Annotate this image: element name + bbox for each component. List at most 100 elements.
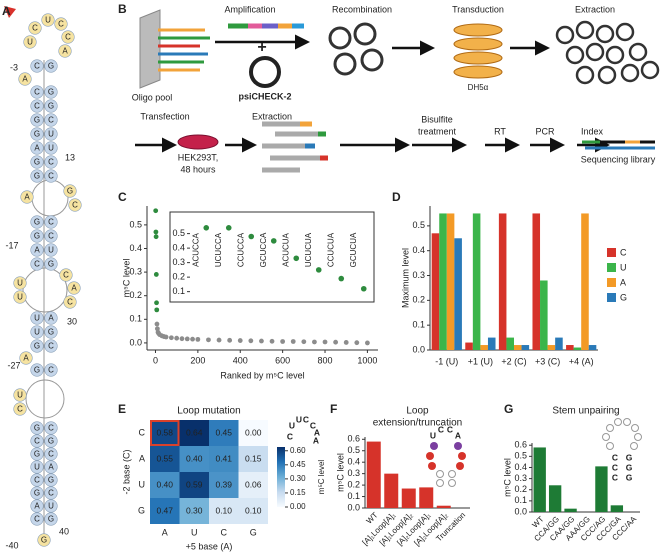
bar — [480, 345, 488, 350]
icon-letter: G — [626, 472, 633, 482]
nucleotide-circle — [44, 113, 58, 127]
bar — [436, 505, 451, 508]
cell-label: 0.39 — [215, 479, 232, 489]
bar — [548, 485, 562, 512]
nucleotide: U — [34, 314, 40, 323]
bar — [465, 342, 473, 350]
nucleotide: C — [48, 172, 54, 181]
point — [333, 339, 339, 345]
y-tick-label: 0.2 — [514, 484, 527, 494]
point — [174, 335, 180, 341]
bar — [532, 213, 541, 350]
y-tick-label: 0.1 — [172, 286, 185, 296]
legend-swatch — [607, 263, 616, 272]
nucleotide-circle — [30, 486, 44, 500]
point — [153, 229, 159, 235]
nucleotide-circle — [30, 434, 44, 448]
inset-category: UCUCCA — [214, 232, 223, 267]
nucleotide: C — [17, 405, 23, 414]
y-tick-label: 0.4 — [129, 243, 142, 253]
y-axis-label: m⁵C level — [121, 259, 131, 298]
nucleotide: G — [48, 102, 54, 111]
bar — [564, 508, 577, 512]
nucleotide: A — [48, 463, 54, 472]
icon-letter: C — [447, 424, 453, 434]
nucleotide-circle — [44, 473, 58, 487]
nucleotide: U — [48, 130, 54, 139]
panel-label: G — [504, 402, 513, 416]
bar — [384, 473, 399, 508]
nucleotide-circle — [44, 243, 58, 257]
x-tick-label: +4 (A) — [569, 356, 594, 366]
inset-point — [315, 267, 322, 273]
legend-swatch — [607, 278, 616, 287]
x-tick-label: -1 (U) — [435, 356, 458, 366]
cell-label: 0.15 — [245, 453, 262, 463]
chart-title: Stem unpairing — [552, 406, 619, 417]
nucleotide-circle — [54, 17, 68, 31]
y-tick-label: 0.5 — [412, 220, 425, 230]
nucleotide: G — [41, 536, 47, 545]
bar — [487, 337, 496, 350]
cell-label: 0.59 — [186, 479, 203, 489]
nucleotide: C — [48, 366, 54, 375]
bar — [555, 337, 563, 350]
y-tick-label: 0.3 — [347, 468, 360, 478]
nucleotide-circle — [30, 311, 44, 325]
nucleotide-circle — [20, 190, 34, 204]
cleavage-marker — [4, 6, 16, 18]
nucleotide-circle — [67, 281, 81, 295]
point — [168, 335, 174, 341]
bar — [472, 213, 481, 350]
nucleotide: U — [48, 144, 54, 153]
panel-label: A — [2, 4, 11, 18]
inset-category: CCUCCA — [236, 232, 245, 267]
nucleotide-circle — [30, 512, 44, 526]
x-tick-label: +1 (U) — [468, 356, 493, 366]
nucleotide: C — [58, 20, 64, 29]
x-tick-label: 0 — [153, 355, 158, 365]
icon-letter: C — [612, 452, 618, 462]
y-tick-label: 0.3 — [412, 270, 425, 280]
point — [216, 337, 222, 343]
nucleotide: C — [67, 298, 73, 307]
bar — [533, 447, 546, 512]
x-tick-label: 600 — [275, 355, 290, 365]
icon-letter: A — [314, 427, 320, 437]
bar — [419, 487, 434, 508]
nucleotide: C — [48, 158, 54, 167]
colorbar — [277, 447, 285, 507]
position-label: -40 — [5, 540, 18, 550]
oligo-label: Oligo pool — [132, 92, 173, 102]
point — [154, 300, 159, 306]
y-tick-label: 0.5 — [129, 219, 142, 229]
legend-swatch — [607, 293, 616, 302]
nucleotide: U — [45, 16, 51, 25]
point — [343, 340, 349, 345]
point — [248, 338, 254, 344]
row-label: C — [139, 427, 146, 437]
x-tick-label: 400 — [233, 355, 248, 365]
panel-label: C — [118, 190, 127, 204]
icon-letter: U — [430, 430, 436, 440]
step-label: Index — [581, 126, 604, 136]
nucleotide: G — [48, 437, 54, 446]
nucleotide-circle — [13, 402, 27, 416]
step-label: Bisulfite — [421, 114, 453, 124]
icon-letter: C — [612, 462, 618, 472]
nucleotide-circle — [44, 486, 58, 500]
y-tick-label: 0.3 — [172, 257, 185, 267]
inset-point — [225, 225, 232, 231]
nucleotide-circle — [30, 257, 44, 271]
y-tick-label: 0.4 — [172, 242, 185, 252]
nucleotide: G — [67, 187, 73, 196]
loop-icon — [426, 442, 466, 487]
nucleotide: C — [48, 424, 54, 433]
panel-label: D — [392, 190, 401, 204]
position-label: -27 — [7, 360, 20, 370]
point — [290, 339, 296, 344]
colorbar-tick-label: 0.00 — [290, 502, 306, 511]
cell-label: HEK293T, — [178, 152, 219, 162]
point — [312, 339, 317, 345]
y-tick-label: 0.5 — [172, 228, 185, 238]
